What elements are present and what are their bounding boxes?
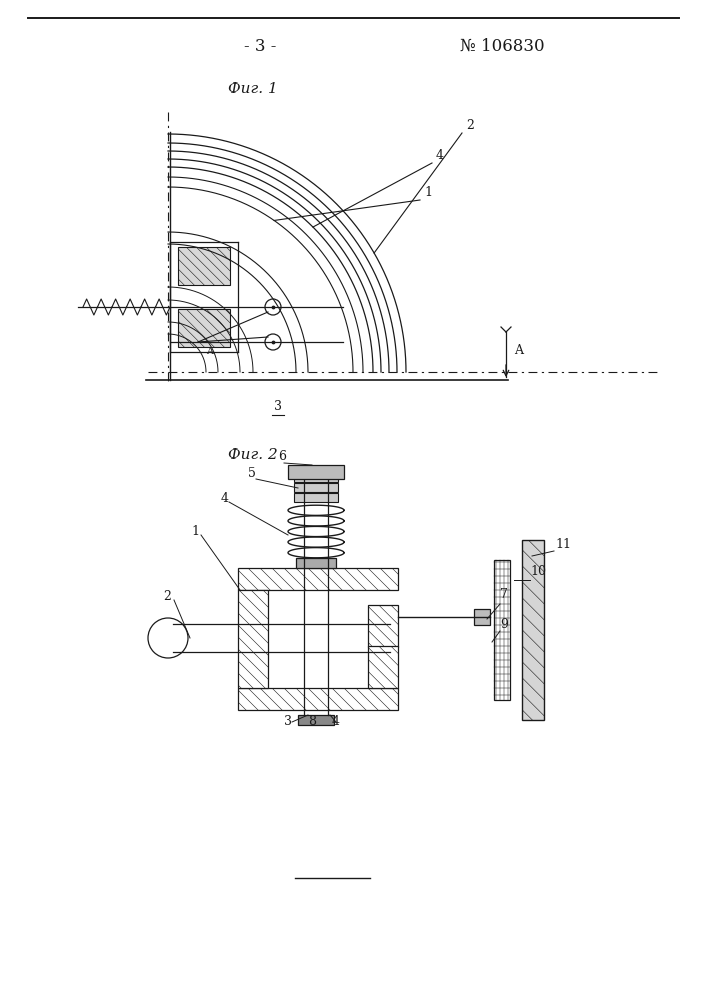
Bar [296,558,336,568]
Bar [238,568,398,590]
Text: A: A [206,347,214,356]
Bar [294,473,338,482]
Text: 2: 2 [466,119,474,132]
Bar [238,688,398,710]
Bar [368,646,398,688]
Bar [298,715,334,725]
Text: 11: 11 [555,538,571,551]
Text: 2: 2 [163,590,171,603]
Text: 4: 4 [221,492,229,505]
Text: 10: 10 [530,565,546,578]
Text: 6: 6 [278,450,286,463]
Text: A: A [514,344,523,357]
Bar [294,493,338,502]
Bar [522,540,544,720]
Text: 9: 9 [500,618,508,631]
Bar [368,605,398,647]
Text: - 3 -: - 3 - [244,38,276,55]
Text: 1: 1 [191,525,199,538]
Text: 7: 7 [500,588,508,601]
Text: 4: 4 [436,149,444,162]
Text: 4: 4 [332,715,340,728]
Text: 3: 3 [284,715,292,728]
Text: Фиг. 1: Фиг. 1 [228,82,278,96]
Text: 1: 1 [424,186,432,199]
Bar [238,590,268,688]
Bar [474,609,490,625]
Bar [294,483,338,492]
Text: 8: 8 [308,715,316,728]
Text: 5: 5 [248,467,256,480]
Text: Фиг. 2: Фиг. 2 [228,448,278,462]
Text: 3: 3 [274,400,282,413]
Bar [288,465,344,479]
Bar [494,560,510,700]
Bar [178,247,230,285]
Bar [178,309,230,347]
Text: № 106830: № 106830 [460,38,544,55]
